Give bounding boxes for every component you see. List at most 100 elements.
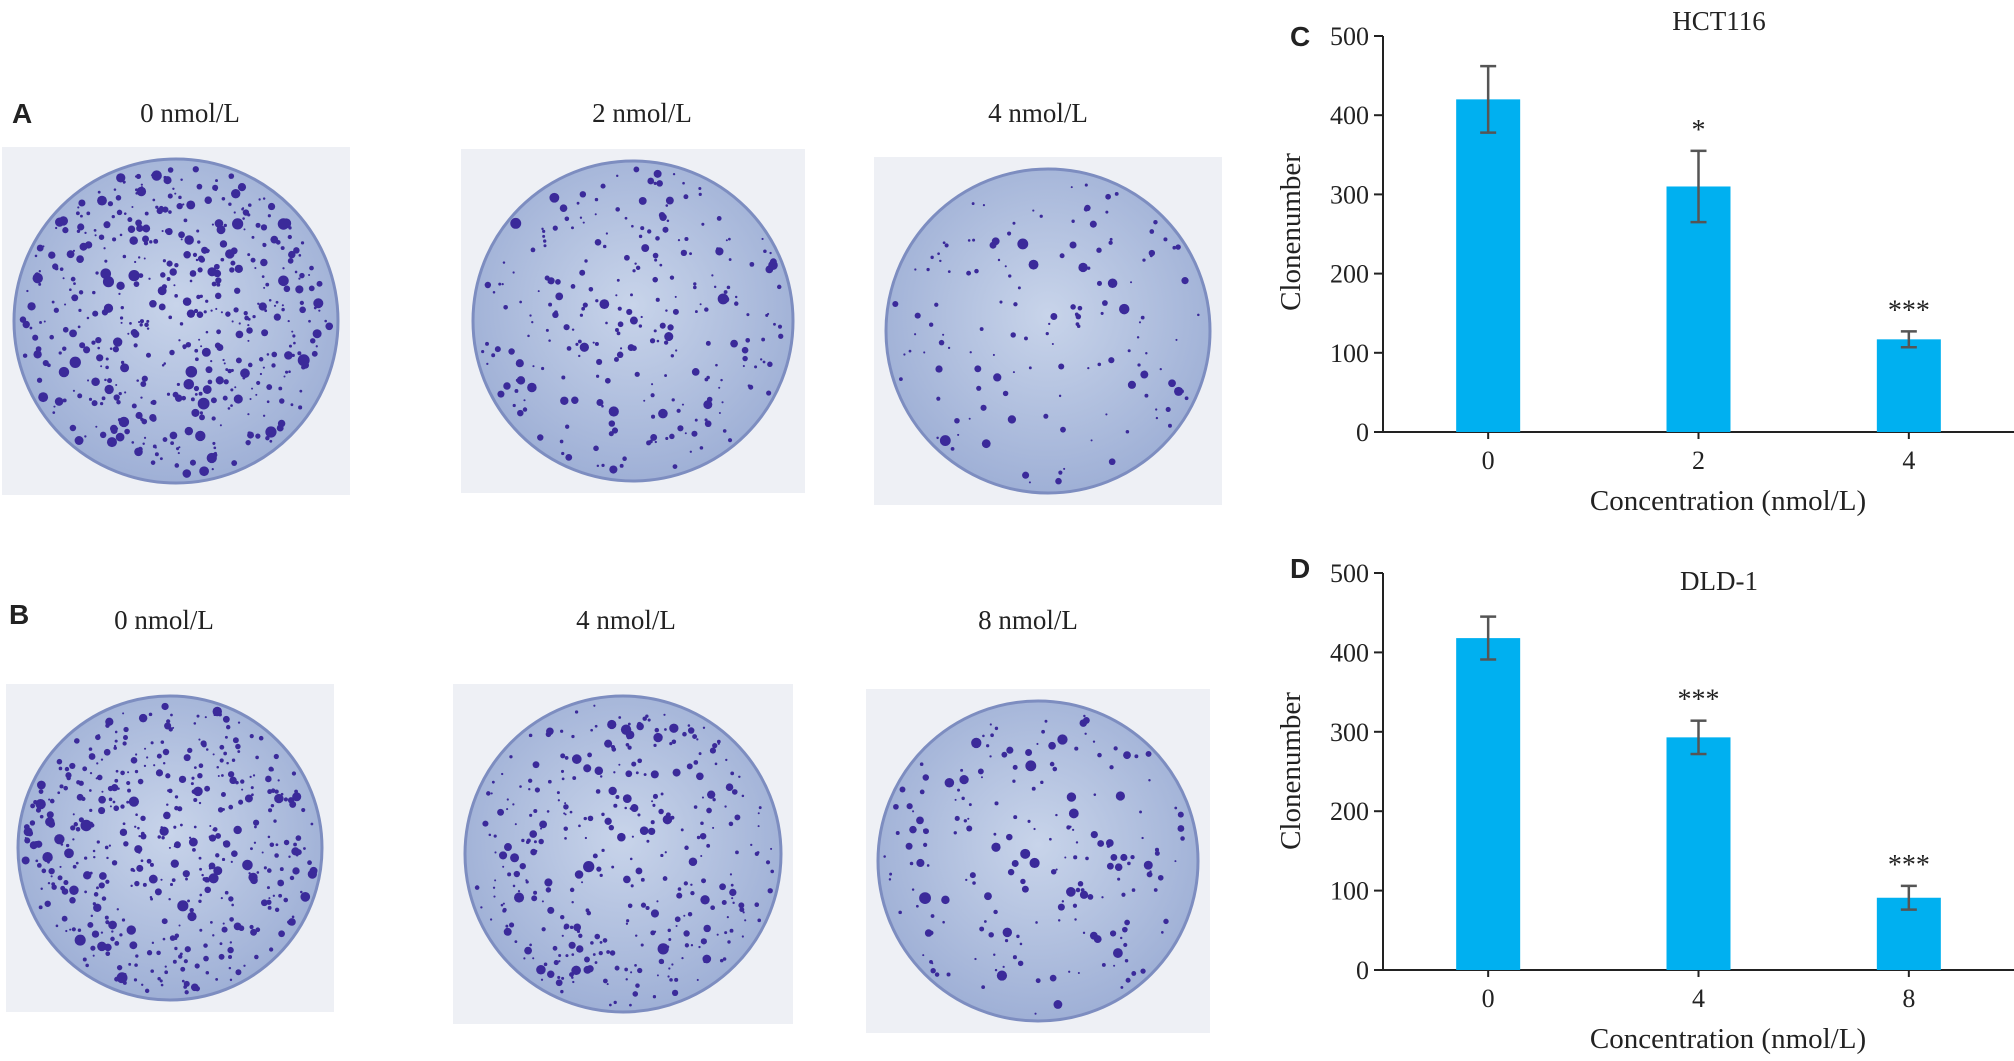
colony <box>1012 764 1018 770</box>
colony <box>532 365 535 368</box>
colony <box>547 281 550 284</box>
colony <box>599 940 603 944</box>
colony <box>242 217 245 220</box>
colony <box>211 281 217 287</box>
colony <box>187 747 193 754</box>
colony <box>134 880 140 887</box>
colony <box>572 776 577 780</box>
colony <box>1154 847 1160 852</box>
colony <box>999 300 1003 304</box>
colony <box>652 793 659 800</box>
colony <box>293 341 296 345</box>
colony <box>189 907 194 913</box>
colony <box>325 322 334 331</box>
colony <box>683 194 689 200</box>
colony <box>1140 968 1146 974</box>
colony <box>573 923 582 932</box>
colony <box>527 334 530 338</box>
colony <box>72 813 75 816</box>
colony <box>274 907 280 912</box>
colony <box>529 813 533 817</box>
colony <box>157 835 161 839</box>
x-axis-label: Concentration (nmol/L) <box>1590 1023 1866 1055</box>
colony <box>231 903 234 907</box>
colony <box>52 411 56 414</box>
colony <box>230 388 234 392</box>
colony <box>652 276 659 283</box>
colony <box>193 722 197 725</box>
colony <box>980 776 983 779</box>
colony <box>937 252 940 256</box>
colony <box>250 786 254 790</box>
colony <box>88 747 93 751</box>
colony <box>651 414 656 419</box>
colony <box>623 875 631 884</box>
colony <box>481 349 485 354</box>
colony <box>639 826 649 836</box>
colony <box>93 892 99 897</box>
colony <box>980 404 987 411</box>
colony <box>712 797 716 802</box>
colony <box>530 247 536 253</box>
colony <box>750 843 753 847</box>
colony <box>92 310 99 317</box>
colony <box>212 934 215 937</box>
colony <box>119 828 128 837</box>
colony <box>530 848 537 856</box>
colony <box>53 405 56 408</box>
colony <box>273 819 277 823</box>
colony <box>491 780 495 784</box>
colony <box>204 716 207 719</box>
colony <box>512 271 515 274</box>
colony <box>53 307 59 313</box>
colony <box>183 218 188 223</box>
colony <box>631 224 634 228</box>
colony <box>494 346 501 353</box>
colony <box>1181 277 1189 285</box>
colony <box>1076 324 1081 328</box>
colony <box>563 826 568 831</box>
colony <box>594 213 597 216</box>
colony <box>274 793 284 804</box>
colony <box>1066 792 1077 802</box>
colony <box>687 724 691 727</box>
colony <box>105 723 110 728</box>
colony <box>594 933 601 940</box>
colony <box>1020 878 1026 885</box>
colony <box>269 947 274 952</box>
colony <box>579 191 587 198</box>
colony <box>507 872 512 877</box>
colony <box>653 329 657 333</box>
colony <box>912 810 915 813</box>
colony <box>523 957 526 960</box>
colony <box>197 773 203 779</box>
colony <box>571 396 579 404</box>
colony <box>677 425 684 432</box>
colony <box>127 771 130 774</box>
colony <box>683 881 688 886</box>
colony <box>162 206 169 213</box>
colony <box>629 1003 632 1007</box>
colony <box>219 240 228 248</box>
colony <box>699 446 704 450</box>
colony <box>514 940 518 944</box>
colony <box>139 319 144 324</box>
colony <box>574 870 584 879</box>
colony <box>947 270 951 274</box>
colony <box>519 862 526 870</box>
colony <box>543 239 547 243</box>
colony <box>671 989 679 997</box>
colony <box>174 936 178 940</box>
colony <box>151 941 155 945</box>
colony <box>1029 857 1040 869</box>
colony <box>112 346 120 353</box>
colony <box>78 780 84 786</box>
colony <box>1149 229 1155 234</box>
colony <box>308 285 315 292</box>
colony <box>522 407 528 412</box>
colony <box>527 382 537 393</box>
colony <box>1008 274 1012 278</box>
colony <box>643 399 646 402</box>
colony <box>134 447 143 457</box>
colony <box>136 224 144 232</box>
